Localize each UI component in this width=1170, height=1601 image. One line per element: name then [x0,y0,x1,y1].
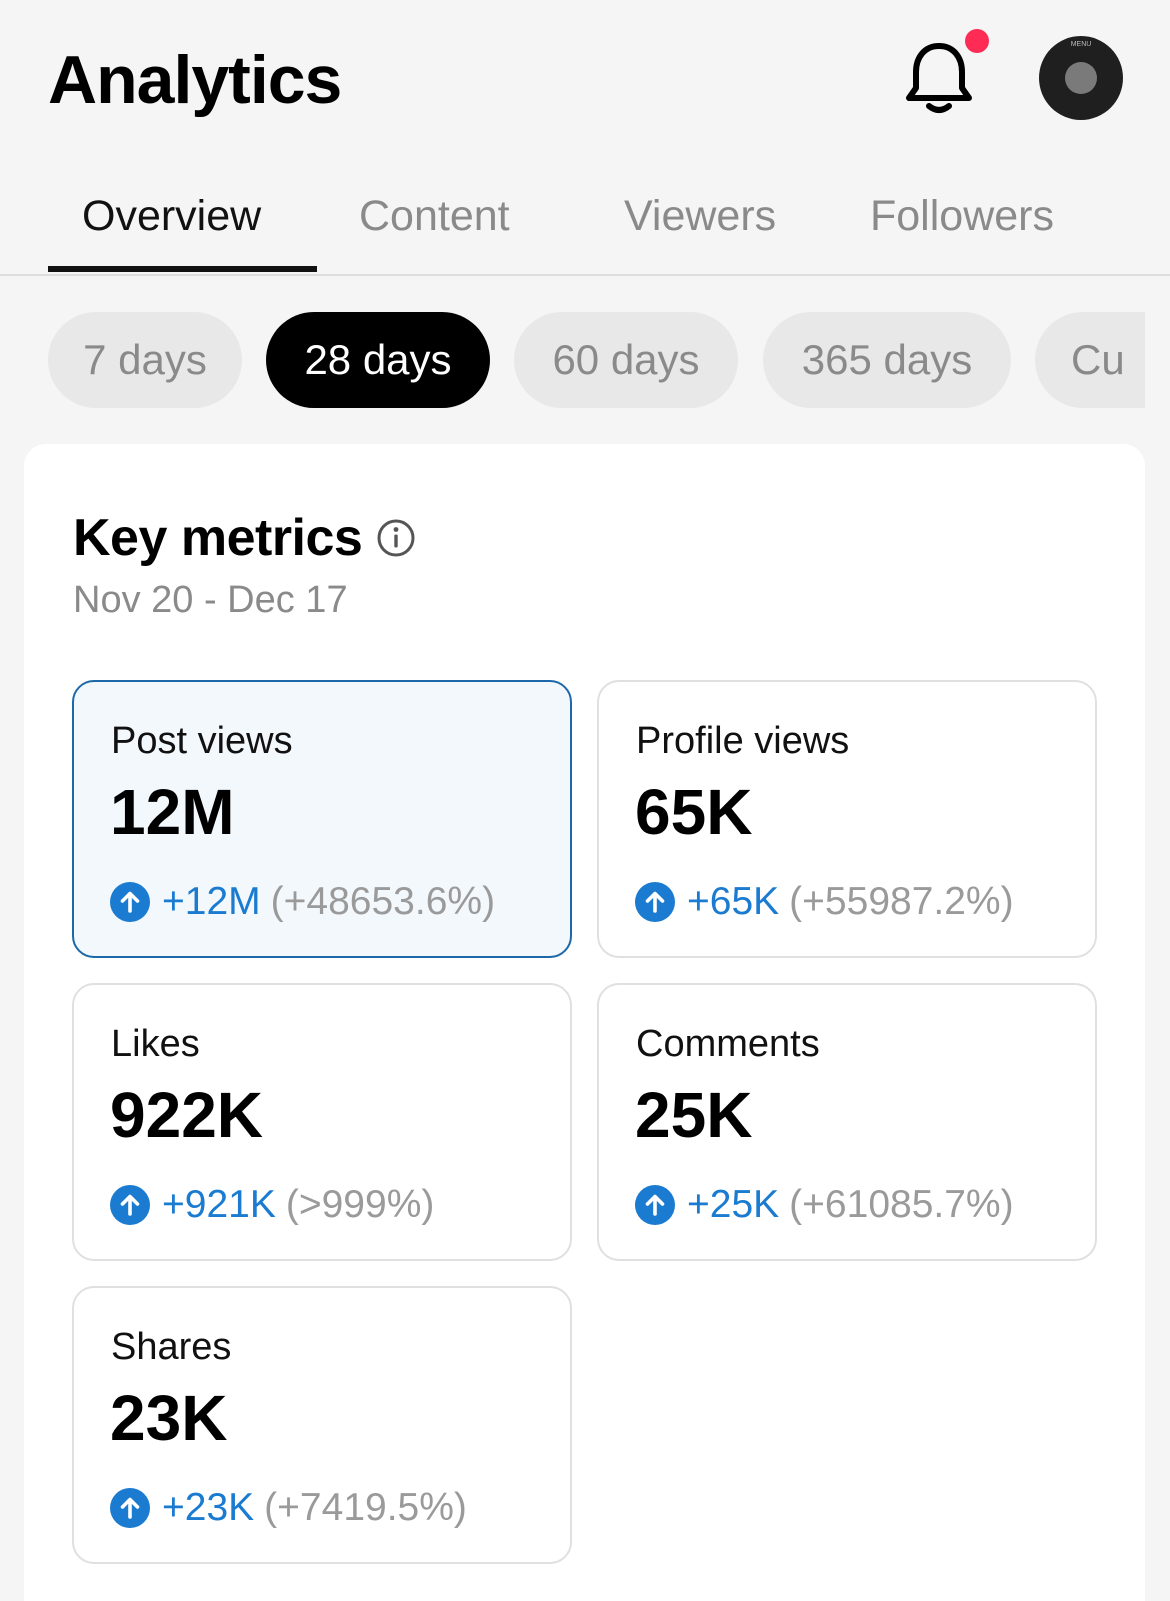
metric-value: 12M [110,776,235,848]
metric-delta: +23K [162,1486,255,1529]
arrow-up-circle-icon [110,1488,150,1528]
metric-tile-post-views[interactable]: Post views 12M +12M (+48653.6%) [72,680,572,958]
metric-label: Comments [636,1023,820,1065]
metric-delta: +65K [687,880,780,923]
header: Analytics MENU [0,0,1170,160]
metric-value: 25K [635,1079,753,1151]
chip-28-days[interactable]: 28 days [266,312,490,408]
metric-delta: +12M [162,880,261,923]
arrow-up-circle-icon [635,882,675,922]
tab-followers[interactable]: Followers [870,192,1054,240]
metric-tile-shares[interactable]: Shares 23K +23K (+7419.5%) [72,1286,572,1564]
key-metrics-title: Key metrics [73,509,363,567]
chip-365-days[interactable]: 365 days [763,312,1011,408]
avatar-wheel [1065,62,1097,94]
metric-percent: (+61085.7%) [789,1183,1014,1226]
metric-change: +65K (+55987.2%) [635,878,1014,926]
metric-label: Profile views [636,720,850,762]
notification-badge [965,29,989,53]
tab-overview[interactable]: Overview [82,192,262,240]
metric-delta: +921K [162,1183,276,1226]
metric-change: +25K (+61085.7%) [635,1181,1014,1229]
metric-change: +23K (+7419.5%) [110,1484,467,1532]
metric-change: +12M (+48653.6%) [110,878,495,926]
chip-60-days[interactable]: 60 days [514,312,738,408]
arrow-up-circle-icon [110,882,150,922]
bell-icon[interactable] [904,40,974,116]
metric-tile-comments[interactable]: Comments 25K +25K (+61085.7%) [597,983,1097,1261]
active-tab-indicator [48,266,317,272]
tab-viewers[interactable]: Viewers [624,192,777,240]
metric-label: Post views [111,720,293,762]
tab-content[interactable]: Content [359,192,510,240]
metric-percent: (>999%) [285,1183,435,1226]
date-range-label: Nov 20 - Dec 17 [73,579,348,621]
page-title: Analytics [48,42,342,118]
metric-value: 65K [635,776,753,848]
avatar-menu-label: MENU [1070,41,1092,48]
chip-7-days[interactable]: 7 days [48,312,242,408]
analytics-tabs: Overview Content Viewers Followers [0,170,1170,276]
metric-label: Shares [111,1326,232,1368]
date-range-chips: 7 days 28 days 60 days 365 days Cu [0,312,1145,408]
info-icon[interactable] [376,518,416,558]
metric-change: +921K (>999%) [110,1181,434,1229]
metric-percent: (+55987.2%) [789,880,1014,923]
metric-value: 922K [110,1079,263,1151]
metric-tile-profile-views[interactable]: Profile views 65K +65K (+55987.2%) [597,680,1097,958]
metric-delta: +25K [687,1183,780,1226]
metric-tile-likes[interactable]: Likes 922K +921K (>999%) [72,983,572,1261]
chip-custom[interactable]: Cu [1035,312,1145,408]
metric-percent: (+7419.5%) [264,1486,467,1529]
arrow-up-circle-icon [110,1185,150,1225]
arrow-up-circle-icon [635,1185,675,1225]
metric-label: Likes [111,1023,200,1065]
metric-percent: (+48653.6%) [270,880,496,923]
avatar[interactable]: MENU [1039,36,1123,120]
metric-value: 23K [110,1382,228,1454]
